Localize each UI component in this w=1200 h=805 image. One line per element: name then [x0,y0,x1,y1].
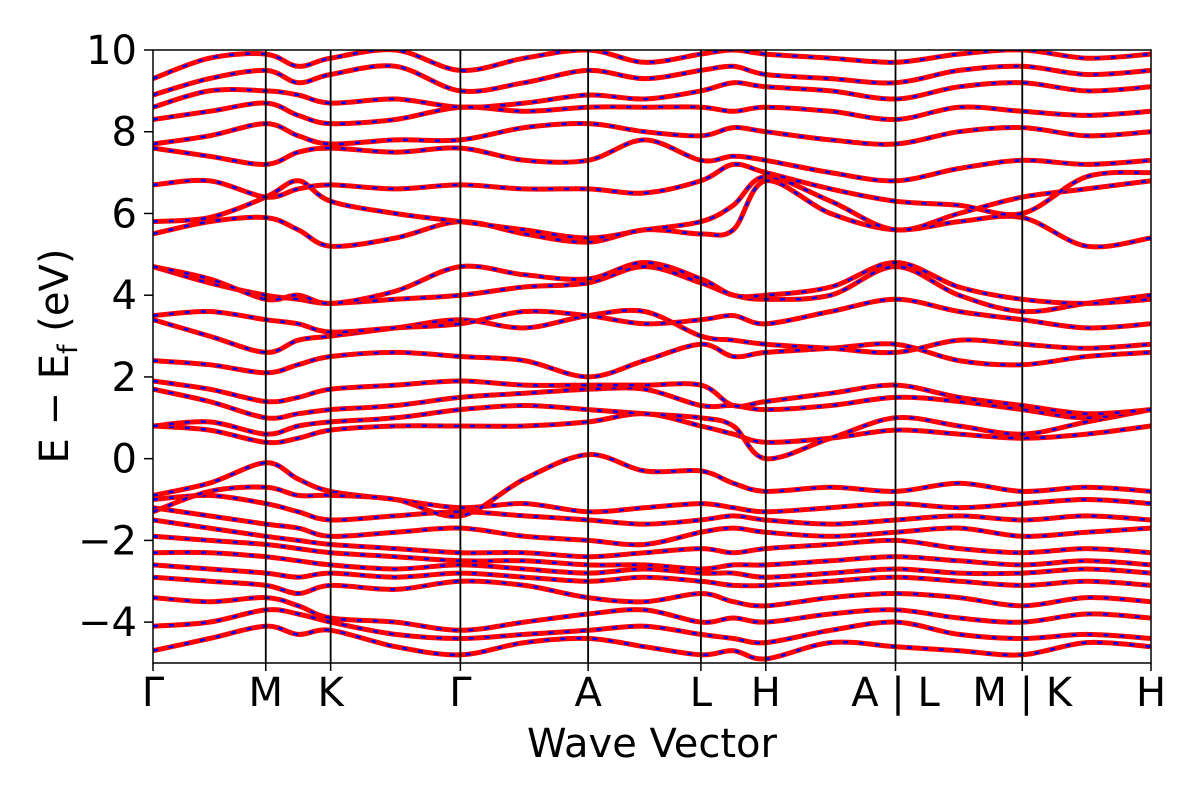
band-29 [153,63,1151,98]
y-tick-label: 2 [112,355,137,401]
band-5-series-2-line [153,563,1151,588]
x-tick-label: H [751,670,781,716]
x-tick-label: Γ [449,670,472,716]
band-18 [153,307,1151,356]
band-9-series-2-line [153,506,1151,547]
band-7 [153,533,1151,572]
band-17-series-2-line [153,342,1151,379]
band-6 [153,549,1151,580]
band-19 [153,296,1151,335]
band-25-series-1-line [153,137,1151,184]
band-9 [153,505,1151,548]
band-27 [153,100,1151,127]
y-tick-label: 8 [112,110,137,156]
band-1-series-2-line [153,624,1151,661]
band-8 [153,517,1151,560]
band-30-series-1-line [153,50,1151,81]
x-tick-label: M [249,670,284,716]
band-15 [153,385,1151,421]
band-27-series-2-line [153,101,1151,125]
y-axis-label-subscript: f [53,343,84,354]
band-16 [153,378,1151,417]
band-28-series-2-line [153,81,1151,109]
band-20 [153,264,1151,315]
band-2 [153,607,1151,646]
band-26-series-2-line [153,122,1151,146]
x-tick-label: L [690,670,713,716]
band-24-series-2-line [153,162,1151,216]
y-tick-label: 0 [112,437,137,483]
band-13-series-2-line [153,412,1151,444]
band-10 [153,492,1151,527]
band-26 [153,120,1151,147]
band-14-series-2-line [153,404,1151,460]
band-15-series-2-line [153,386,1151,420]
x-tick-label: Γ [142,670,165,716]
band-24 [153,161,1151,218]
y-tick-label: −2 [78,518,137,564]
band-5 [153,562,1151,589]
y-axis-label-unit: (eV) [32,249,78,345]
band-16-series-2-line [153,379,1151,416]
band-25 [153,137,1151,184]
y-tick-label: 10 [86,28,137,74]
band-18-series-1-line [153,307,1151,356]
band-17 [153,341,1151,380]
band-10-series-2-line [153,494,1151,526]
band-23 [153,174,1151,241]
kpoint-separators [264,50,1024,663]
band-23-series-1-line [153,174,1151,241]
band-21-series-1-line [153,260,1151,306]
y-axis-label: E − Ef (eV) [32,249,84,464]
y-tick-label: 4 [112,273,137,319]
band-7-series-2-line [153,535,1151,571]
y-axis-label-main: E − E [32,354,78,464]
x-tick-label: M | K [972,670,1073,716]
band-8-series-2-line [153,518,1151,558]
band-11-series-1-line [153,460,1151,515]
band-20-series-2-line [153,265,1151,313]
band-6-series-2-line [153,551,1151,579]
band-19-series-2-line [153,298,1151,334]
band-3-series-2-line [153,596,1151,632]
band-29-series-1-line [153,63,1151,98]
x-tick-label: A | L [851,670,940,716]
band-14 [153,403,1151,462]
band-28 [153,80,1151,110]
x-tick-label: A [574,670,602,716]
band-30 [153,50,1151,81]
band-12 [153,452,1151,519]
band-21 [153,260,1151,306]
y-axis: −4 −2 0 2 4 6 8 10 [78,28,153,646]
y-tick-label: −4 [78,600,137,646]
band-1 [153,623,1151,662]
band-4 [153,574,1151,609]
band-12-series-1-line [153,452,1151,519]
band-2-series-2-line [153,608,1151,645]
bands-layer [153,50,1151,662]
x-axis-label: Wave Vector [527,721,778,767]
plot-frame [152,49,1152,664]
band-3 [153,595,1151,633]
x-tick-label: K [318,670,346,716]
band-11 [153,460,1151,515]
x-tick-label: H [1136,670,1166,716]
y-tick-label: 6 [112,191,137,237]
band-4-series-2-line [153,575,1151,608]
